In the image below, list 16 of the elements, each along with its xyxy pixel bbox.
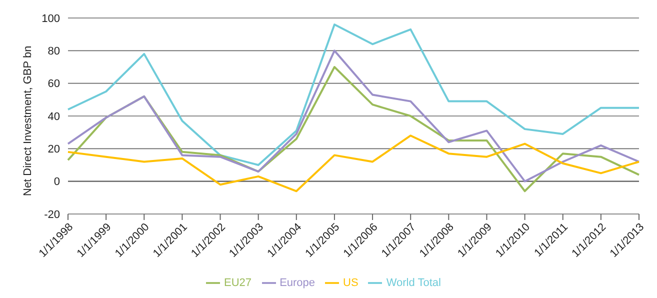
legend-label: US [343,276,358,289]
line-series [67,50,640,182]
y-axis-title: Net Direct Investment, GBP bn [22,46,34,196]
y-tick-label: 0 [54,176,60,188]
y-tick-label: 100 [42,12,60,25]
y-tick-label: 40 [48,110,60,123]
y-tick-label: 20 [48,144,60,156]
legend-label: World Total [386,276,441,289]
y-tick-label: 80 [48,46,60,58]
line-series [67,134,640,192]
legend-label: Europe [280,276,316,289]
y-tick-label: -20 [44,208,60,221]
y-tick-label: 60 [48,78,60,90]
line-series [67,24,640,166]
legend-label: EU27 [224,276,252,289]
line-series [67,66,640,192]
